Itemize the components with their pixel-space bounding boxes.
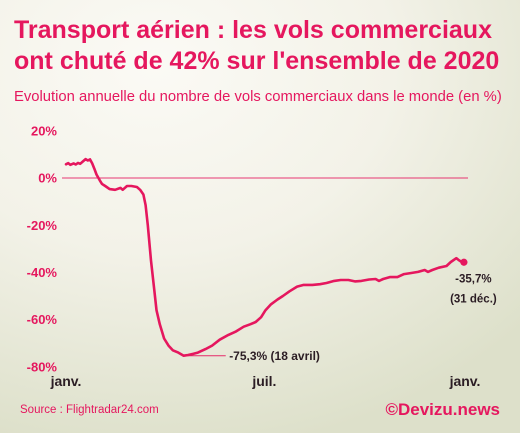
annotation-point: [460, 258, 468, 266]
source-note: Source : Flightradar24.com: [20, 404, 159, 416]
y-tick-label: -80%: [27, 359, 58, 374]
chart-title: Transport aérien : les vols commerciaux …: [14, 15, 499, 77]
chart-subtitle: Evolution annuelle du nombre de vols com…: [14, 89, 502, 105]
y-tick-label: -40%: [27, 265, 58, 280]
y-tick-label: 20%: [31, 123, 57, 138]
x-tick-label: janv.: [449, 373, 481, 389]
x-tick-label: janv.: [50, 373, 82, 389]
chart-annotation: -75,3% (18 avril): [185, 349, 320, 363]
credit-brand: ©Devizu.news: [385, 400, 500, 419]
y-tick-label: -20%: [27, 218, 58, 233]
chart-title-line: Transport aérien : les vols commerciaux: [14, 16, 492, 44]
x-tick-label: juil.: [251, 373, 276, 389]
annotation-label: (31 déc.): [450, 293, 497, 305]
annotation-label: -35,7%: [455, 273, 491, 285]
chart-annotation: -35,7% (31 déc.): [450, 258, 497, 305]
chart-title-line: ont chuté de 42% sur l'ensemble de 2020: [14, 47, 500, 75]
series-line: [64, 157, 466, 357]
y-tick-label: 0%: [38, 171, 57, 186]
annotation-label: -75,3% (18 avril): [229, 349, 320, 363]
y-tick-label: -60%: [27, 312, 58, 327]
